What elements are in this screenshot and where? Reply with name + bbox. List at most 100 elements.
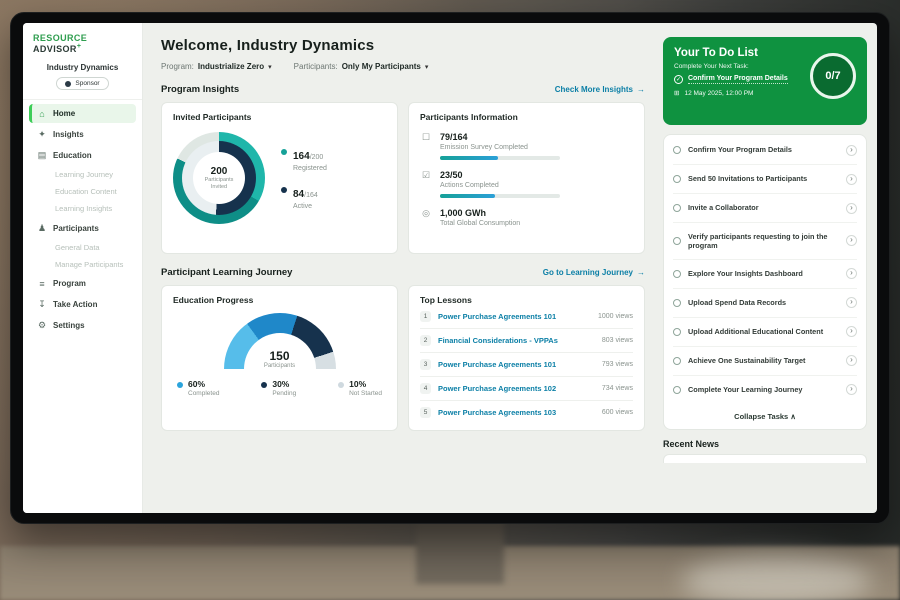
participants-dropdown[interactable]: Participants: Only My Participants ▾ (294, 62, 429, 71)
take-action-icon: ↧ (38, 298, 46, 309)
arrow-right-icon: → (637, 85, 645, 94)
task-invite-collaborator[interactable]: Invite a Collaborator › (673, 194, 857, 223)
legend-label: Completed (188, 390, 220, 397)
task-checkbox[interactable] (673, 298, 681, 307)
sidebar-item-participants[interactable]: ♟ Participants (29, 218, 136, 238)
education-gauge-chart: 150 Participants (223, 313, 336, 369)
sidebar-item-take-action[interactable]: ↧ Take Action (29, 294, 136, 314)
logo-plus: + (76, 43, 82, 50)
program-dropdown[interactable]: Program: Industrialize Zero ▾ (161, 62, 272, 71)
lesson-views: 734 views (601, 385, 633, 392)
legend-label: Active (293, 203, 313, 210)
task-complete-learning-journey[interactable]: Complete Your Learning Journey › (673, 376, 857, 404)
sidebar-item-manage-participants[interactable]: Manage Participants (55, 260, 124, 269)
sidebar-item-learning-journey[interactable]: Learning Journey (55, 170, 113, 179)
sidebar-item-general-data[interactable]: General Data (55, 243, 100, 252)
legend-not-started: 10% Not Started (338, 379, 382, 397)
task-send-invitations[interactable]: Send 50 Invitations to Participants › (673, 165, 857, 194)
sidebar-item-learning-insights[interactable]: Learning Insights (55, 204, 113, 213)
task-achieve-target[interactable]: Achieve One Sustainability Target › (673, 347, 857, 376)
logo-resource: RESOURCE (33, 33, 88, 43)
task-upload-educational-content[interactable]: Upload Additional Educational Content › (673, 318, 857, 347)
task-checkbox[interactable] (673, 269, 681, 278)
task-checkbox[interactable] (673, 175, 681, 183)
chevron-right-icon[interactable]: › (846, 173, 857, 185)
legend-value: 60% (188, 379, 206, 389)
card-title: Top Lessons (420, 295, 472, 305)
legend-value: 84 (293, 189, 305, 200)
donut-legend: 164/200 Registered 84/164 Active (281, 146, 327, 210)
chevron-right-icon[interactable]: › (846, 297, 857, 309)
task-label: Send 50 Invitations to Participants (688, 174, 808, 184)
sidebar-item-home[interactable]: ⌂ Home (29, 104, 136, 123)
legend-label: Pending (272, 390, 297, 397)
card-title: Participants Information (420, 112, 518, 122)
sidebar-item-education[interactable]: ▤ Education (29, 145, 136, 165)
next-task-label: Confirm Your Program Details (688, 75, 788, 84)
sidebar-item-education-content[interactable]: Education Content (55, 187, 117, 196)
stat-label: Emission Survey Completed (440, 144, 528, 151)
section-title-recent-news: Recent News (663, 438, 720, 449)
task-label: Upload Spend Data Records (688, 298, 787, 308)
go-to-learning-journey-link[interactable]: Go to Learning Journey → (543, 268, 645, 277)
todo-next-task[interactable]: ✓ Confirm Your Program Details (674, 75, 856, 84)
task-confirm-program[interactable]: Confirm Your Program Details › (673, 136, 857, 165)
todo-subtitle: Complete Your Next Task: (674, 63, 749, 70)
task-checkbox[interactable] (673, 204, 681, 212)
lesson-views: 1000 views (597, 313, 633, 320)
learning-journey-header: Participant Learning Journey Go to Learn… (161, 267, 645, 278)
sidebar-item-label: Home (53, 109, 76, 118)
sidebar-item-program[interactable]: ≡ Program (29, 274, 136, 293)
stat-emission-survey: ☐ 79/164 Emission Survey Completed (420, 132, 633, 160)
task-checkbox[interactable] (673, 236, 681, 245)
legend-total: /164 (304, 192, 318, 199)
sponsor-badge[interactable]: Sponsor (56, 77, 109, 90)
sidebar-item-insights[interactable]: ✦ Insights (29, 124, 136, 144)
legend-completed: 60% Completed (177, 379, 219, 397)
chevron-right-icon[interactable]: › (846, 268, 857, 280)
task-label: Verify participants requesting to join t… (688, 231, 828, 250)
lesson-row[interactable]: 2 Financial Considerations - VPPAs 803 v… (420, 329, 633, 353)
insights-icon: ✦ (38, 128, 46, 139)
education-progress-card: Education Progress 150 Participants (161, 285, 398, 431)
main-content: Welcome, Industry Dynamics Program: Indu… (143, 23, 659, 513)
task-explore-insights[interactable]: Explore Your Insights Dashboard › (673, 260, 857, 289)
todo-task-list: Confirm Your Program Details › Send 50 I… (663, 134, 867, 430)
task-checkbox[interactable] (673, 146, 681, 154)
progress-track (440, 156, 560, 160)
check-more-insights-link[interactable]: Check More Insights → (555, 85, 645, 94)
sidebar-item-label: Program (53, 279, 86, 288)
lesson-row[interactable]: 5 Power Purchase Agreements 103 600 view… (420, 401, 633, 424)
caret-up-icon: ∧ (790, 411, 796, 421)
lesson-row[interactable]: 3 Power Purchase Agreements 101 793 view… (420, 353, 633, 377)
chevron-right-icon[interactable]: › (846, 202, 857, 214)
task-upload-spend-data[interactable]: Upload Spend Data Records › (673, 289, 857, 318)
gauge-label: Participants (263, 363, 296, 369)
chevron-right-icon[interactable]: › (846, 144, 857, 156)
link-label: Check More Insights (554, 85, 633, 94)
task-verify-participants[interactable]: Verify participants requesting to join t… (673, 223, 857, 260)
progress-fill (440, 156, 498, 160)
program-label: Program: (161, 62, 194, 71)
task-checkbox[interactable] (673, 356, 681, 365)
chevron-right-icon[interactable]: › (846, 235, 857, 247)
stat-value: 79/164 (440, 132, 468, 142)
lesson-row[interactable]: 4 Power Purchase Agreements 102 734 view… (420, 377, 633, 401)
sidebar-divider (23, 99, 142, 100)
task-label: Confirm Your Program Details (688, 145, 792, 155)
task-label: Upload Additional Educational Content (688, 327, 824, 337)
collapse-tasks-link[interactable]: Collapse Tasks ∧ (673, 404, 857, 428)
desk-highlight (682, 556, 872, 600)
chevron-right-icon[interactable]: › (846, 355, 857, 367)
chevron-right-icon[interactable]: › (846, 326, 857, 338)
insights-cards: Invited Participants 200 Participants In… (161, 102, 645, 254)
chevron-right-icon[interactable]: › (846, 384, 857, 396)
progress-fill (440, 194, 496, 198)
task-checkbox[interactable] (673, 385, 681, 394)
sidebar-item-settings[interactable]: ⚙ Settings (29, 315, 136, 335)
task-checkbox[interactable] (673, 327, 681, 336)
program-icon: ≡ (39, 278, 45, 289)
lesson-row[interactable]: 1 Power Purchase Agreements 101 1000 vie… (420, 305, 633, 329)
task-label: Achieve One Sustainability Target (688, 356, 806, 366)
section-title-program-insights: Program Insights (161, 84, 240, 95)
